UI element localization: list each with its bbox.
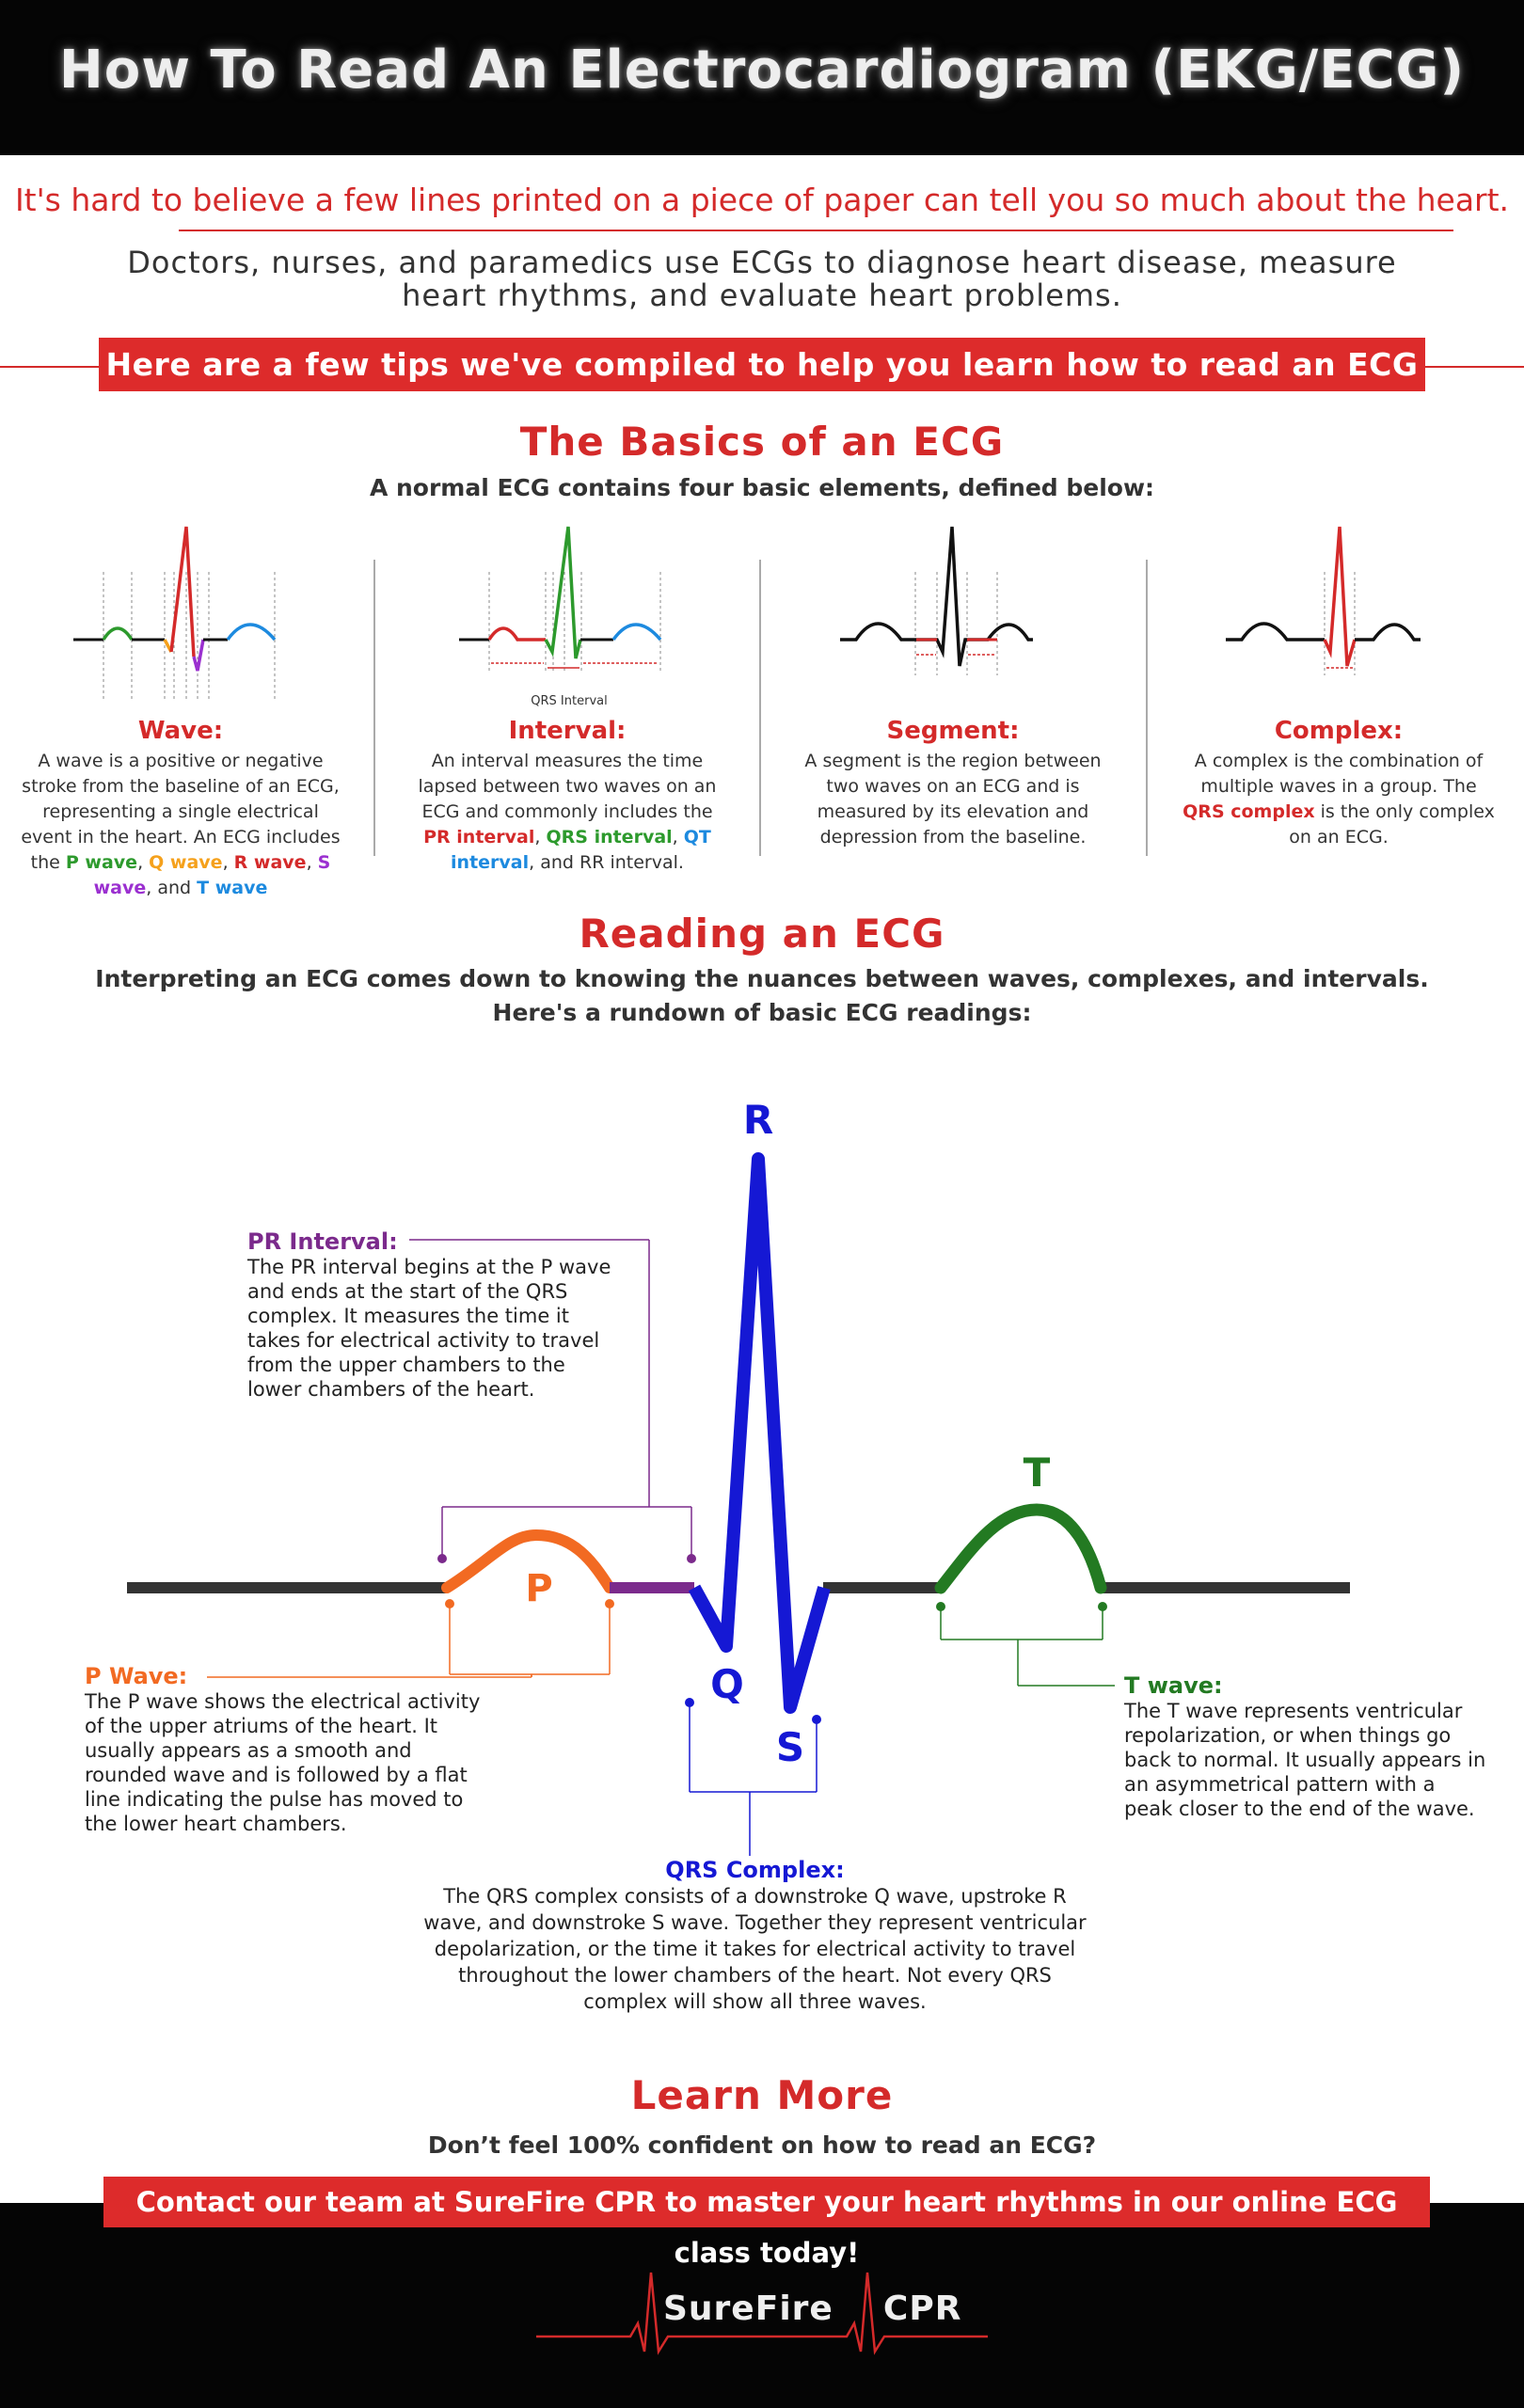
reading-subtitle-2: Here's a rundown of basic ECG readings: — [492, 999, 1032, 1026]
reading-title: Reading an ECG — [579, 911, 945, 957]
column-divider — [373, 560, 375, 856]
r-wave-label: R — [743, 1097, 773, 1143]
page-title: How To Read An Electrocardiogram (EKG/EC… — [58, 40, 1466, 101]
basics-title: The Basics of an ECG — [519, 419, 1005, 465]
qrs-complex-title: QRS Complex: — [665, 1857, 845, 1883]
pr-interval-title: PR Interval: — [247, 1228, 398, 1255]
surefire-logo: SureFire CPR — [663, 2289, 961, 2328]
interval-diagram: QRS Interval — [452, 515, 687, 717]
surefire-logo-graphic — [536, 2272, 988, 2355]
learn-more-subtitle: Don’t feel 100% confident on how to read… — [427, 2131, 1097, 2159]
segment-description: A segment is the region between two wave… — [804, 751, 1102, 848]
t-wave-text: The T wave represents ventricular repola… — [1124, 1700, 1486, 1820]
reading-subtitle-1: Interpreting an ECG comes down to knowin… — [95, 965, 1429, 992]
wave-title: Wave: — [137, 717, 224, 745]
qrs-complex-trace — [688, 1152, 831, 1714]
complex-description: A complex is the combination of multiple… — [1183, 751, 1495, 848]
pr-interval-text: The PR interval begins at the P wave and… — [247, 1256, 611, 1401]
t-wave-title: T wave: — [1124, 1672, 1223, 1699]
complex-title: Complex: — [1274, 717, 1404, 745]
p-wave-label: P — [525, 1567, 552, 1610]
s-wave-label: S — [776, 1724, 804, 1770]
intro-tagline: It's hard to believe a few lines printed… — [14, 182, 1510, 218]
column-divider — [1146, 560, 1148, 856]
q-wave-label: Q — [710, 1661, 744, 1707]
p-wave-text: The P wave shows the electrical activity… — [85, 1690, 481, 1835]
complex-diagram — [1221, 515, 1456, 707]
t-wave-bracket — [940, 1608, 1115, 1687]
column-divider — [759, 560, 761, 856]
logo-surefire-text: SureFire — [663, 2289, 833, 2328]
logo-cpr-text: CPR — [882, 2289, 962, 2328]
learn-more-banner[interactable]: Contact our team at SureFire CPR to mast… — [103, 2177, 1430, 2269]
qrs-complex-annotation: QRS Complex: The QRS complex consists of… — [414, 1857, 1096, 2015]
wave-diagram — [66, 515, 301, 707]
ecg-diagram: R Q S P T — [127, 1097, 1350, 1856]
p-wave-annotation: P Wave: The P wave shows the electrical … — [85, 1663, 499, 1836]
interval-description: An interval measures the time lapsed bet… — [418, 751, 717, 873]
footer-bar — [0, 2203, 1524, 2408]
segment-diagram — [835, 515, 1071, 707]
learn-more-title: Learn More — [630, 2072, 894, 2118]
pr-interval-bracket — [409, 1239, 692, 1559]
interval-title: Interval: — [508, 717, 627, 745]
p-wave-bracket — [207, 1604, 611, 1678]
qrs-complex-bracket — [689, 1704, 818, 1856]
qrs-interval-caption: QRS Interval — [531, 694, 607, 708]
basics-subtitle: A normal ECG contains four basic element… — [369, 474, 1155, 501]
segment-title: Segment: — [886, 717, 1020, 745]
pr-interval-annotation: PR Interval: The PR interval begins at t… — [247, 1228, 614, 1402]
p-wave-trace — [441, 1529, 615, 1593]
t-wave-label: T — [1024, 1450, 1051, 1496]
header-bar — [0, 0, 1524, 155]
p-wave-title: P Wave: — [85, 1663, 188, 1689]
t-wave-trace — [934, 1503, 1107, 1594]
wave-description: A wave is a positive or negative stroke … — [21, 751, 341, 898]
qrs-complex-text: The QRS complex consists of a downstroke… — [423, 1885, 1087, 2013]
intro-description: Doctors, nurses, and paramedics use ECGs… — [127, 245, 1397, 313]
tips-banner: Here are a few tips we've compiled to he… — [99, 338, 1425, 436]
intro-divider — [179, 230, 1453, 231]
t-wave-annotation: T wave: The T wave represents ventricula… — [1124, 1672, 1486, 1821]
